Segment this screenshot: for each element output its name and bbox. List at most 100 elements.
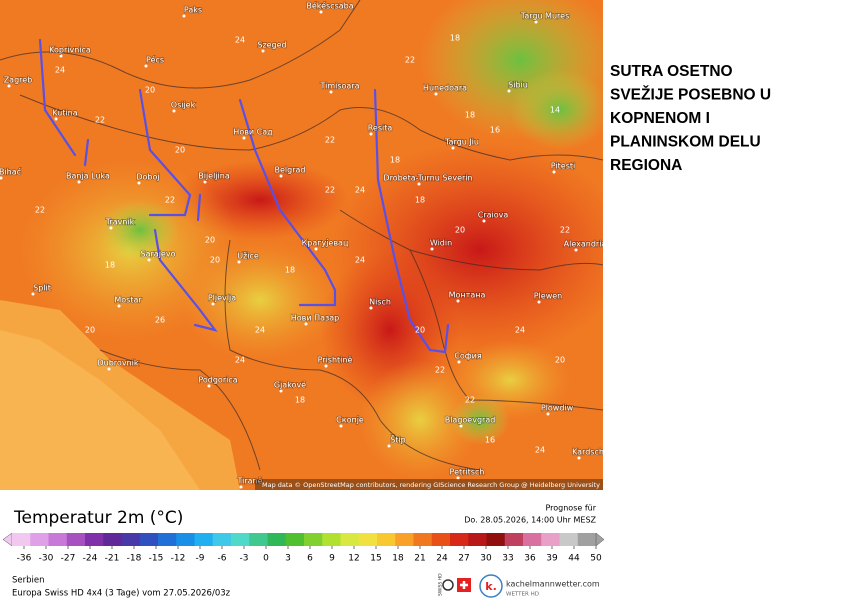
colorbar-segment — [468, 533, 487, 546]
city-dot — [137, 181, 141, 185]
city-label: Plowdiw — [541, 404, 574, 413]
temperature-label: 18 — [390, 156, 400, 165]
city-label: Sibiu — [508, 81, 528, 90]
colorbar-tick-label: 30 — [480, 554, 492, 564]
colorbar-tick-label: -30 — [39, 554, 54, 564]
colorbar-tick-label: 39 — [546, 554, 558, 564]
colorbar-segment — [340, 533, 360, 546]
colorbar-segment — [231, 533, 250, 546]
city-dot — [147, 258, 151, 262]
colorbar-segment — [176, 533, 195, 546]
colorbar-tick-label: -18 — [127, 554, 142, 564]
temperature-label: 22 — [405, 56, 415, 65]
city-dot — [552, 170, 556, 174]
city-label: София — [454, 352, 482, 361]
temperature-label: 22 — [560, 226, 570, 235]
city-label: Timisoara — [319, 82, 359, 91]
city-label: Blagoevgrad — [445, 416, 496, 425]
attribution: Map data © OpenStreetMap contributors, r… — [262, 481, 600, 489]
temperature-label: 16 — [485, 436, 495, 445]
city-label: Koprivnica — [49, 46, 91, 55]
city-label: Pitesti — [551, 162, 575, 171]
footer-model: Europa Swiss HD 4x4 (3 Tage) vom 27.05.2… — [12, 589, 231, 599]
colorbar-segment — [139, 533, 159, 546]
city-dot — [261, 49, 265, 53]
colorbar-tick-label: 15 — [370, 554, 381, 564]
city-dot — [329, 90, 333, 94]
colorbar-tick-label: 27 — [458, 554, 469, 564]
colorbar-tick-label: 33 — [502, 554, 513, 564]
temperature-label: 24 — [355, 256, 365, 265]
temperature-label: 22 — [165, 196, 175, 205]
colorbar-tick-label: -27 — [61, 554, 76, 564]
logo-icon — [442, 579, 454, 591]
city-dot — [369, 132, 373, 136]
city-dot — [31, 292, 35, 296]
city-label: Štip — [390, 434, 406, 445]
colorbar-segment — [12, 533, 31, 546]
colorbar-tick-label: -24 — [83, 554, 98, 564]
city-dot — [77, 180, 81, 184]
colorbar-segment — [103, 533, 122, 546]
temperature-label: 18 — [415, 196, 425, 205]
city-dot — [451, 146, 455, 150]
colorbar-tick-label: -3 — [240, 554, 249, 564]
logo-sub: WETTER HD — [506, 592, 539, 598]
city-label: Békéscsaba — [306, 1, 353, 11]
city-dot — [172, 109, 176, 113]
city-label: Travnik — [105, 218, 135, 227]
city-label: Targu Jiu — [444, 138, 479, 147]
city-label: Tiranë — [236, 477, 262, 486]
city-dot — [577, 456, 581, 460]
city-label: Монтана — [449, 291, 486, 300]
city-dot — [456, 299, 460, 303]
city-label: Szeged — [257, 41, 286, 50]
colorbar-segment — [486, 533, 506, 546]
city-dot — [7, 84, 11, 88]
temperature-label: 24 — [355, 186, 365, 195]
city-dot — [59, 54, 63, 58]
city-dot — [459, 424, 463, 428]
temperature-label: 14 — [550, 106, 560, 115]
city-label: Belgrad — [275, 166, 306, 175]
city-dot — [117, 304, 121, 308]
logo-cross — [460, 581, 468, 589]
city-dot — [107, 367, 111, 371]
temperature-label: 18 — [450, 34, 460, 43]
city-label: Скопје — [336, 416, 364, 425]
prognose-label: Prognose für — [545, 504, 596, 513]
colorbar-tick-label: 24 — [436, 554, 448, 564]
colorbar-segment — [322, 533, 341, 546]
temperature-label: 24 — [55, 66, 65, 75]
temperature-label: 20 — [210, 256, 220, 265]
city-label: Крагујевац — [302, 239, 349, 248]
city-label: Widin — [430, 239, 452, 248]
colorbar-tick-label: 12 — [348, 554, 359, 564]
city-label: Banja Luka — [66, 172, 110, 181]
annotation-line: PLANINSKOM DELU — [610, 134, 761, 151]
city-dot — [239, 485, 243, 489]
colorbar-segment — [377, 533, 396, 546]
colorbar-end — [2, 532, 13, 547]
city-label: Bijeljina — [198, 172, 230, 181]
city-dot — [534, 20, 538, 24]
colorbar-tick-label: 9 — [329, 554, 335, 564]
city-label: Alexandria — [564, 240, 607, 249]
city-dot — [417, 182, 421, 186]
colorbar-tick-label: -21 — [105, 554, 120, 564]
temperature-label: 24 — [235, 36, 245, 45]
city-dot — [457, 360, 461, 364]
colorbar-tick-label: 44 — [568, 554, 580, 564]
temperature-label: 18 — [285, 266, 295, 275]
temperature-label: 20 — [175, 146, 185, 155]
colorbar-tick-label: 50 — [590, 554, 602, 564]
city-dot — [182, 14, 186, 18]
city-dot — [546, 412, 550, 416]
colorbar-tick-label: -36 — [17, 554, 32, 564]
city-dot — [507, 89, 511, 93]
colorbar-segment — [194, 533, 214, 546]
temperature-label: 20 — [145, 86, 155, 95]
city-label: Kardsch — [572, 448, 604, 457]
temperature-label: 16 — [490, 126, 500, 135]
